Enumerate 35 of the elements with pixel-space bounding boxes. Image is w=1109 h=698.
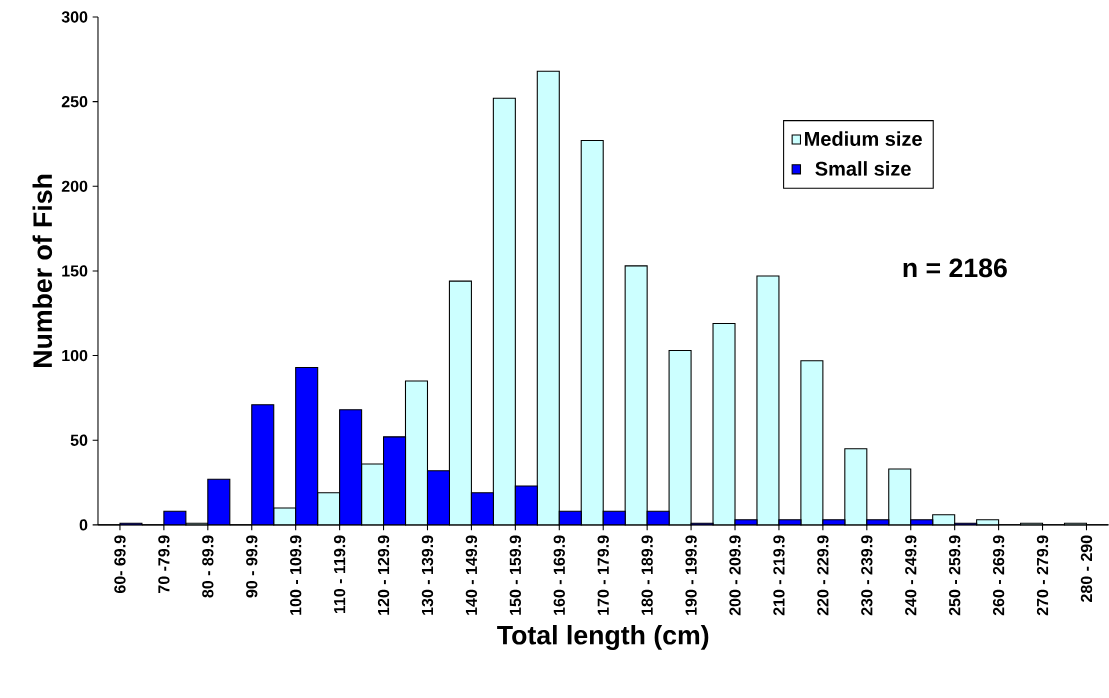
x-tick-label: 120 - 129.9 <box>377 535 390 615</box>
x-tick-label: 280 - 290 <box>1080 535 1093 603</box>
legend-label: Medium size <box>805 131 922 147</box>
x-tick-label: 240 - 249.9 <box>905 535 917 616</box>
x-tick-label: 110 - 119.9 <box>333 535 346 614</box>
x-tick-label: 200 - 209.9 <box>729 535 741 616</box>
y-tick-label: 300 <box>61 11 88 23</box>
x-tick-label: 70 -79.9 <box>158 535 170 594</box>
x-tick-label: 150 - 159.9 <box>509 535 521 615</box>
x-tick-label: 190 - 199.9 <box>685 535 697 615</box>
y-axis-title: Number of Fish <box>32 174 53 367</box>
x-tick-label: 60- 69.9 <box>114 535 126 594</box>
y-tick-label: 50 <box>70 434 88 446</box>
legend-label: Small size <box>815 161 911 176</box>
x-tick-label: 180 - 189.9 <box>641 535 653 615</box>
x-tick-label: 140 - 149.9 <box>465 535 478 615</box>
y-tick-label: 250 <box>61 96 88 108</box>
y-tick-label: 150 <box>62 265 88 277</box>
x-tick-label: 230 - 239.9 <box>861 535 873 616</box>
x-tick-label: 80 - 89.9 <box>202 535 214 598</box>
x-tick-label: 130 - 139.9 <box>421 535 434 615</box>
x-axis-title: Total length (cm) <box>497 625 709 651</box>
y-tick-label: 200 <box>61 180 88 193</box>
x-tick-label: 170 - 179.9 <box>597 535 609 615</box>
x-tick-label: 100 - 109.9 <box>290 535 302 615</box>
x-tick-label: 220 - 229.9 <box>817 535 829 616</box>
x-tick-label: 260 - 269.9 <box>992 535 1005 616</box>
y-tick-label: 100 <box>62 350 88 362</box>
x-tick-label: 90 - 99.9 <box>246 535 258 598</box>
y-tick-label: 0 <box>79 519 88 531</box>
x-tick-label: 250 - 259.9 <box>949 535 961 616</box>
annotation: n = 2186 <box>903 258 1007 278</box>
x-tick-label: 210 - 219.9 <box>773 535 785 616</box>
x-tick-label: 270 - 279.9 <box>1036 535 1049 616</box>
x-tick-label: 160 - 169.9 <box>553 535 565 615</box>
